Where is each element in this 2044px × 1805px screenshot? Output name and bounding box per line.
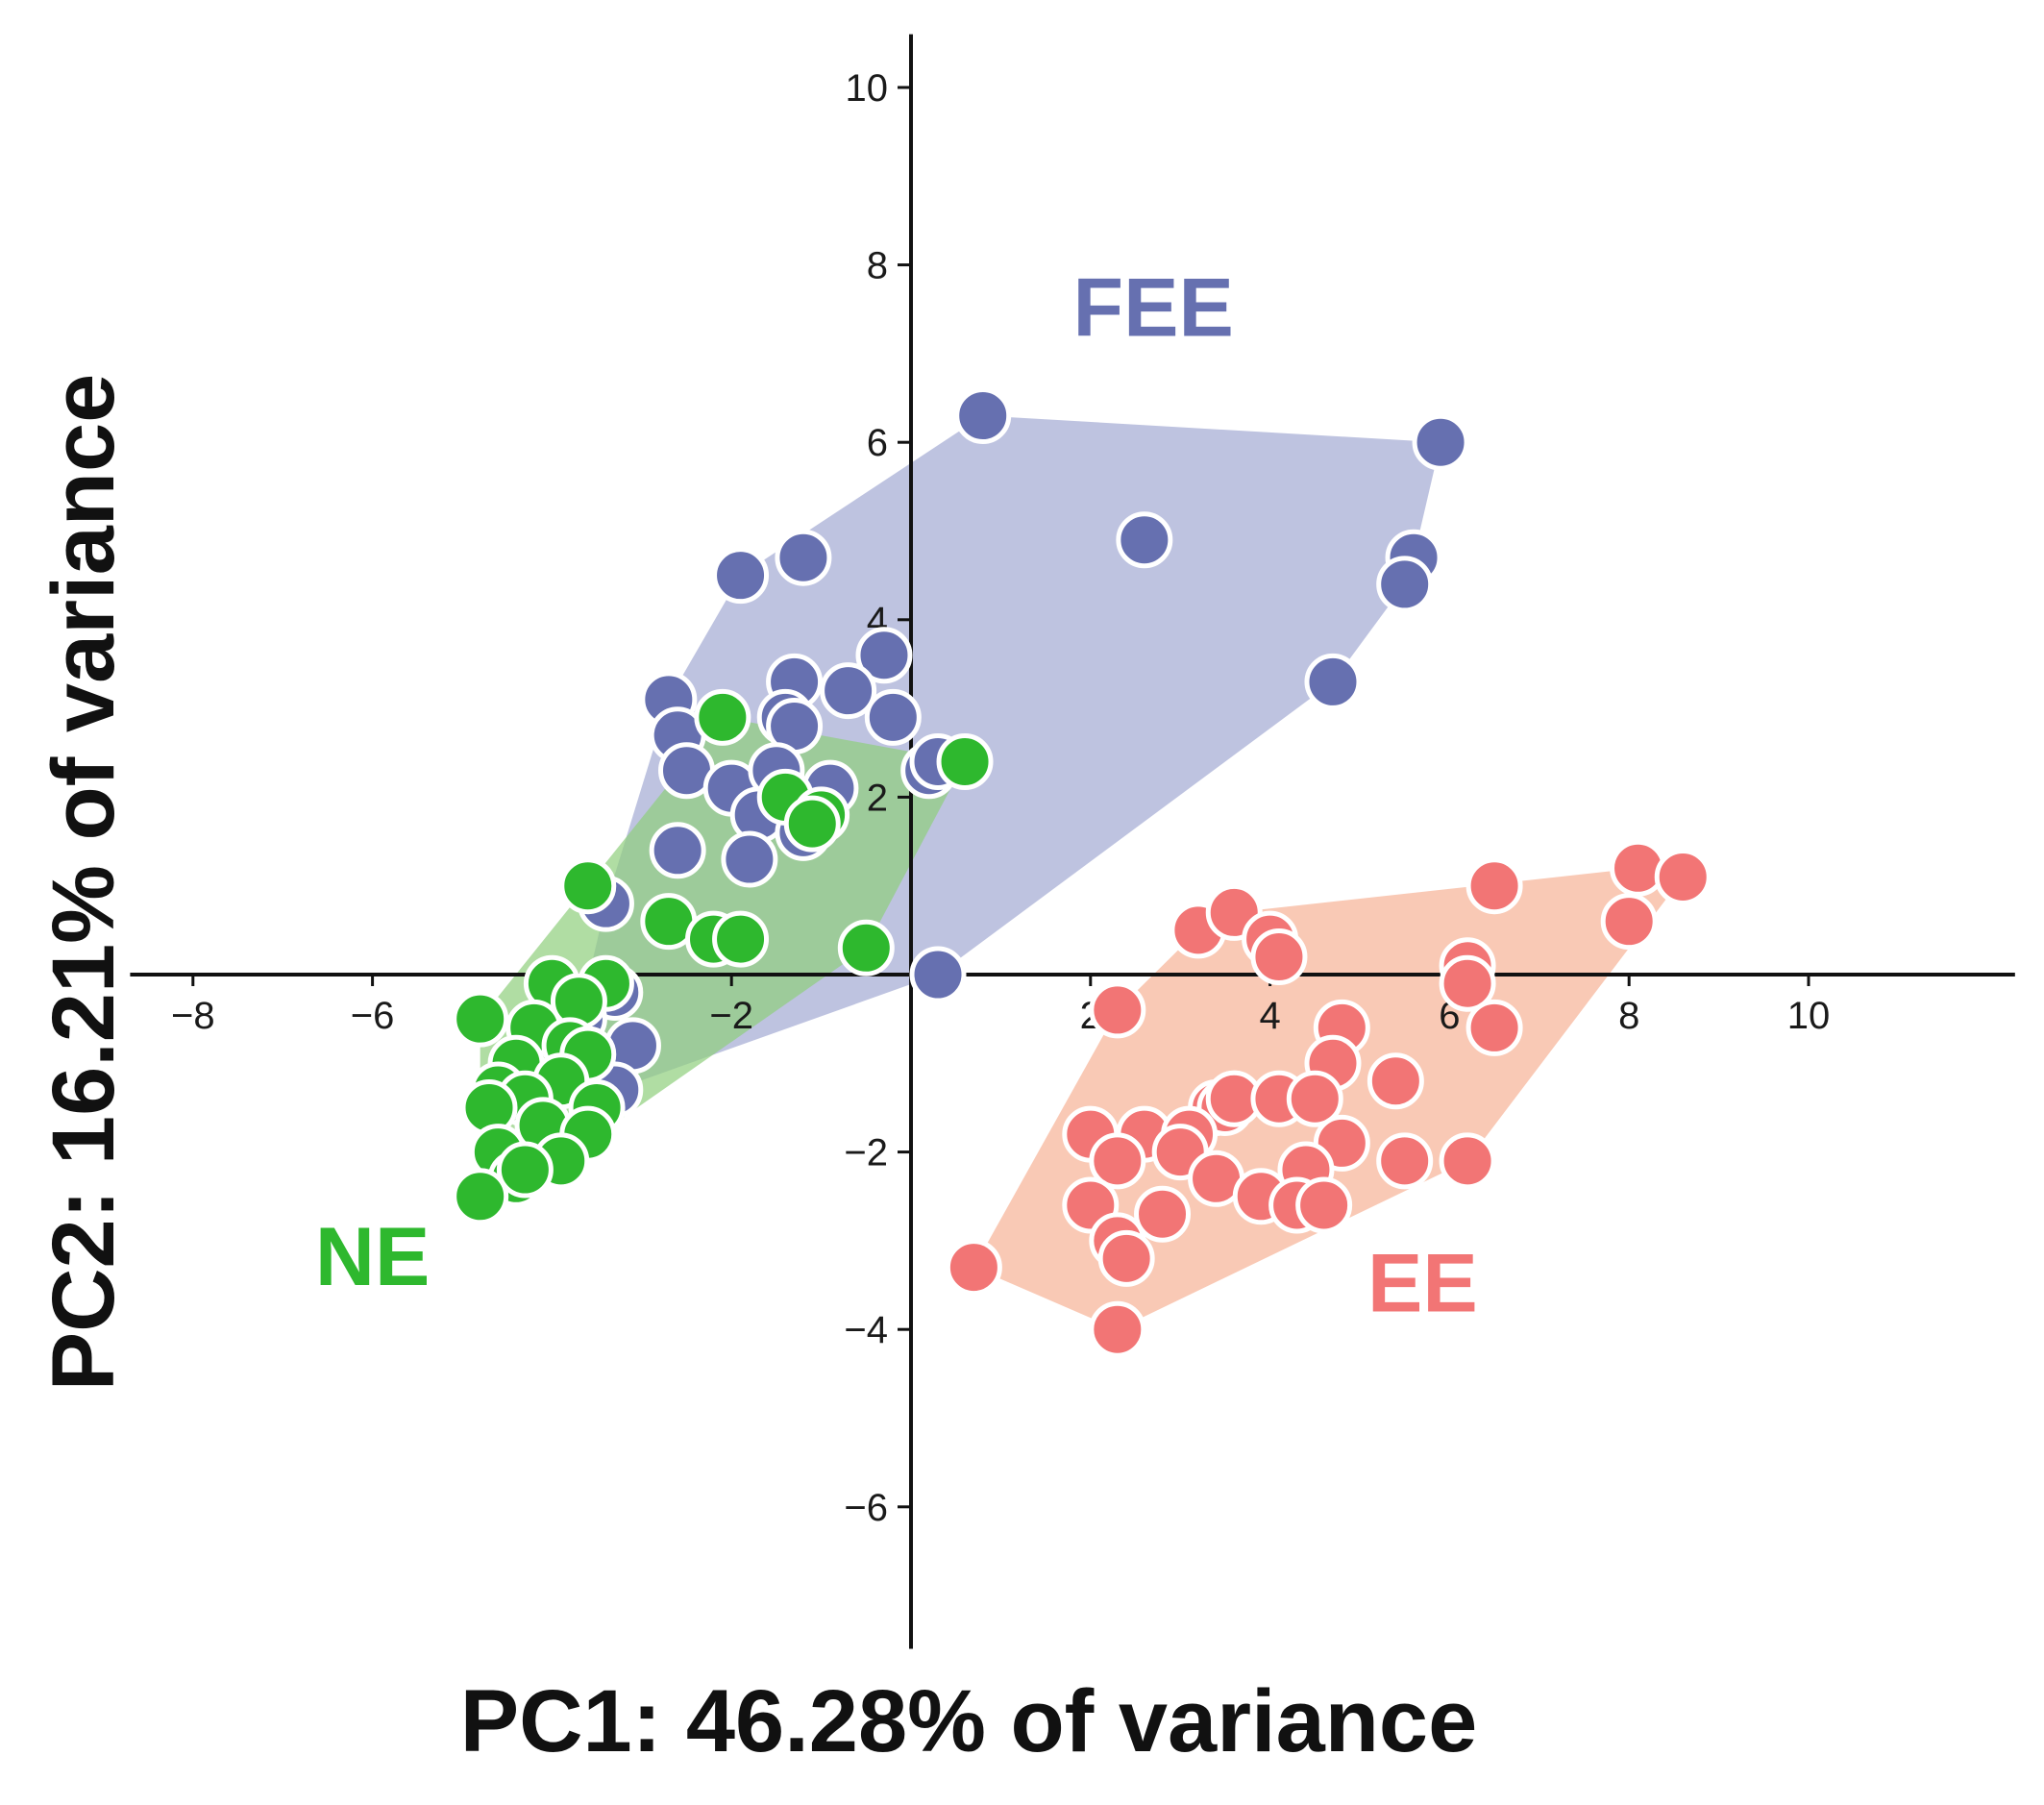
ee-data-point [1465,999,1523,1056]
y-tick-label: −4 [844,1309,888,1351]
x-tick-label: 10 [1787,995,1831,1037]
fee-data-point [1412,413,1469,471]
x-axis-title: PC1: 46.28% of variance [460,1672,1478,1770]
ee-data-point [945,1239,1002,1297]
fee-data-point [1116,511,1173,569]
y-tick-label: 2 [867,777,888,819]
ee-data-point [1439,954,1496,1012]
fee-data-point [909,946,967,1003]
data-points [452,387,1712,1358]
y-tick-label: 10 [846,67,889,110]
fee-data-point [775,529,832,586]
ee-data-point [1439,1132,1496,1190]
y-tick-label: −2 [844,1132,888,1174]
ee-data-point [1286,1070,1343,1127]
ee-data-point [1367,1052,1424,1110]
y-tick-label: 8 [867,245,888,287]
fee-data-point [820,662,877,720]
ne-data-point [712,910,770,968]
ne-data-point [452,1168,509,1225]
ee-data-point [1134,1185,1192,1243]
fee-data-point [721,830,778,888]
ee-data-point [1600,893,1658,951]
ne-data-point [837,919,895,977]
ee-data-point [1250,928,1308,986]
group-labels: FEE NE EE [315,261,1478,1329]
ee-data-point [1654,848,1712,905]
fee-data-point [712,547,770,605]
ne-data-point [496,1141,554,1199]
fee-data-point [1376,556,1434,613]
x-tick-label: −2 [709,995,753,1037]
ee-data-point [1376,1132,1434,1190]
x-tick-label: −6 [351,995,395,1037]
ee-data-point [1089,1300,1146,1358]
x-tick-label: −8 [171,995,215,1037]
ne-data-point [452,990,509,1048]
ee-data-point [1097,1229,1155,1287]
y-tick-label: 6 [867,422,888,464]
x-tick-label: 4 [1259,995,1280,1037]
ne-group-label: NE [315,1211,430,1303]
ee-data-point [1089,1132,1146,1190]
fee-data-point [864,688,922,746]
ee-data-point [1089,981,1146,1039]
ee-data-point [1465,857,1523,915]
fee-data-point [1304,653,1362,710]
ne-data-point [559,857,617,915]
ee-data-point [1295,1176,1353,1234]
fee-group-label: FEE [1073,261,1234,354]
y-tick-label: −6 [844,1487,888,1529]
fee-data-point [954,387,1012,445]
fee-data-point [855,627,913,684]
ne-data-point [783,795,841,853]
ee-group-label: EE [1367,1238,1478,1330]
x-tick-label: 8 [1618,995,1639,1037]
fee-data-point [649,822,706,879]
y-axis-title: PC2: 16.21% of variance [35,374,133,1392]
ne-data-point [936,732,994,790]
ne-data-point [694,688,751,746]
